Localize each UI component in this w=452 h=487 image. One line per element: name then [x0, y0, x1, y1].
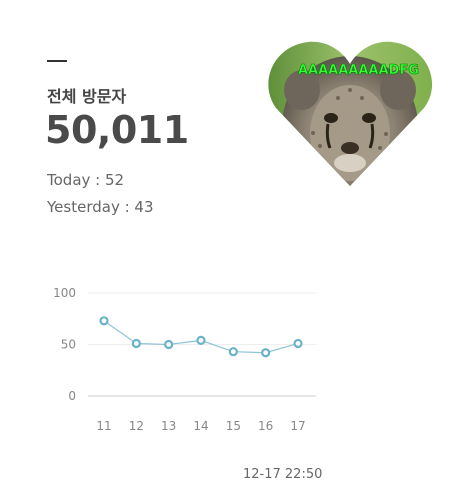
today-label: Today — [47, 171, 91, 189]
x-tick-label: 16 — [258, 419, 273, 433]
data-point — [293, 338, 303, 349]
data-point — [196, 335, 206, 345]
y-tick-label: 100 — [53, 286, 76, 300]
today-stat: Today : 52 — [47, 171, 125, 189]
x-tick-label: 13 — [161, 419, 176, 433]
yesterday-value: 43 — [134, 198, 154, 216]
x-tick-label: 17 — [290, 419, 305, 433]
y-tick-label: 0 — [68, 389, 76, 403]
chart-x-ticks: 11 12 13 14 15 16 17 — [96, 419, 305, 433]
timestamp: 12-17 22:50 — [243, 467, 323, 482]
visitor-line-chart: 0 50 100 11 12 13 14 15 16 17 — [53, 286, 316, 433]
chart-points — [99, 316, 303, 358]
data-point — [228, 347, 238, 357]
x-tick-label: 11 — [96, 419, 111, 433]
chart-y-ticks: 0 50 100 — [53, 286, 76, 403]
visitor-heading: 전체 방문자 — [47, 87, 127, 106]
yesterday-label: Yesterday — [47, 198, 120, 216]
data-point — [261, 348, 271, 358]
total-visitors: 50,011 — [45, 108, 189, 152]
cheetah-cub-photo — [268, 41, 433, 186]
y-tick-label: 50 — [61, 338, 76, 352]
profile-overlay-text: AAAAAAAAADFG — [298, 63, 419, 78]
data-point — [131, 338, 141, 349]
x-tick-label: 14 — [193, 419, 208, 433]
x-tick-label: 15 — [226, 419, 241, 433]
profile-heart-image[interactable]: AAAAAAAAADFG — [268, 38, 433, 188]
yesterday-stat: Yesterday : 43 — [47, 198, 154, 216]
title-dash — [47, 60, 67, 62]
data-point — [164, 339, 174, 350]
today-value: 52 — [104, 171, 125, 189]
data-point — [99, 316, 109, 326]
x-tick-label: 12 — [129, 419, 144, 433]
